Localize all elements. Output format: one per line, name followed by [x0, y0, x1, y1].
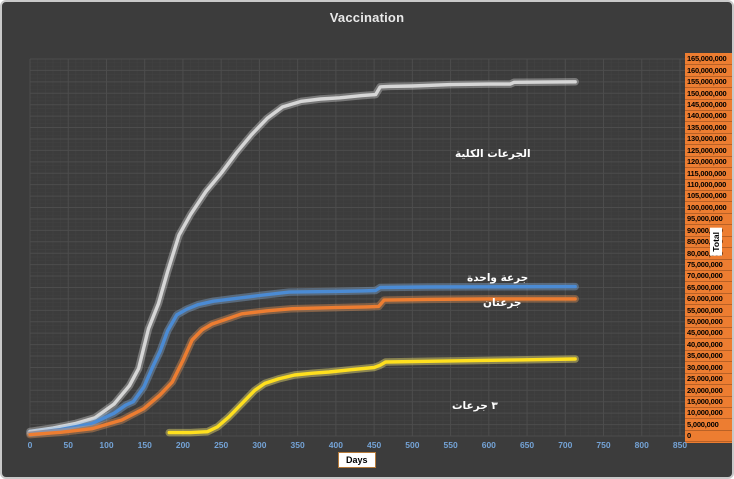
y-tick-label: 40,000,000	[685, 339, 732, 351]
series-label-one-dose: جرعة واحدة	[467, 272, 529, 284]
y-tick-label: 145,000,000	[685, 99, 732, 111]
y-tick-label: 90,000,000	[685, 225, 732, 237]
y-tick-label: 150,000,000	[685, 88, 732, 100]
series-line-two-doses	[28, 297, 577, 437]
y-tick-label: 0	[685, 430, 732, 443]
y-tick-label: 165,000,000	[685, 53, 732, 66]
y-tick-label: 30,000,000	[685, 362, 732, 374]
y-tick-label: 105,000,000	[685, 190, 732, 203]
y-tick-label: 115,000,000	[685, 168, 732, 180]
y-tick-label: 55,000,000	[685, 305, 732, 317]
y-tick-label: 60,000,000	[685, 293, 732, 306]
y-tick-label: 120,000,000	[685, 156, 732, 169]
y-tick-label: 110,000,000	[685, 179, 732, 191]
y-tick-label: 50,000,000	[685, 316, 732, 329]
y-tick-label: 130,000,000	[685, 133, 732, 146]
y-tick-label: 65,000,000	[685, 282, 732, 294]
y-tick-label: 45,000,000	[685, 327, 732, 340]
y-tick-label: 100,000,000	[685, 202, 732, 214]
y-tick-label: 25,000,000	[685, 373, 732, 386]
y-tick-label: 75,000,000	[685, 259, 732, 271]
y-tick-label: 10,000,000	[685, 407, 732, 420]
y-tick-label: 140,000,000	[685, 110, 732, 123]
y-tick-label: 20,000,000	[685, 385, 732, 397]
series-line-three-doses	[165, 355, 579, 437]
y-tick-label: 15,000,000	[685, 396, 732, 409]
y-tick-label: 85,000,000	[685, 236, 732, 249]
series-line-three-doses	[167, 357, 577, 435]
y-axis: 165,000,000 160,000,000 155,000,000 150,000…	[685, 53, 732, 443]
series-label-total-doses: الجرعات الكلية	[455, 148, 531, 160]
series-line-one-dose	[28, 284, 577, 435]
series-label-two-doses: جرعتان	[483, 297, 522, 309]
series-label-three-doses: ٣ جرعات	[452, 400, 498, 412]
y-tick-label: 155,000,000	[685, 76, 732, 89]
x-axis-title: Days	[338, 452, 376, 468]
y-tick-label: 125,000,000	[685, 145, 732, 157]
y-tick-label: 35,000,000	[685, 350, 732, 363]
y-tick-label: 70,000,000	[685, 270, 732, 283]
y-axis-title: Total	[710, 228, 722, 256]
chart-title: Vaccination	[329, 10, 405, 25]
y-tick-label: 160,000,000	[685, 65, 732, 77]
y-tick-label: 80,000,000	[685, 248, 732, 260]
y-tick-label: 135,000,000	[685, 122, 732, 134]
y-tick-label: 5,000,000	[685, 419, 732, 431]
y-tick-label: 95,000,000	[685, 213, 732, 226]
series-line-total-doses	[28, 80, 577, 434]
